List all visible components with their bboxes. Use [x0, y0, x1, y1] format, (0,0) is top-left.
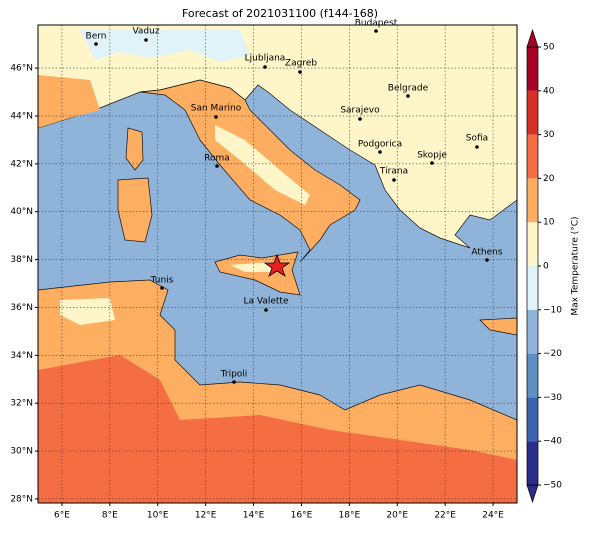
city-label: Budapest — [355, 19, 398, 29]
x-tick-label: 24°E — [482, 511, 504, 521]
y-tick-label: 36°N — [10, 303, 33, 313]
colorbar-tick-label: −10 — [543, 305, 562, 315]
x-tick-label: 22°E — [434, 511, 456, 521]
y-tick-label: 46°N — [10, 64, 33, 74]
city-label: Belgrade — [388, 84, 429, 94]
y-tick-label: 42°N — [10, 159, 33, 169]
city-dot — [358, 117, 362, 121]
colorbar-bin — [527, 222, 538, 266]
x-tick-label: 20°E — [386, 511, 408, 521]
y-tick-label: 32°N — [10, 399, 33, 409]
city-dot — [160, 286, 164, 290]
colorbar-bin — [527, 266, 538, 310]
city-dot — [264, 308, 268, 312]
city-label: San Marino — [191, 104, 242, 114]
colorbar-bin — [527, 353, 538, 398]
x-tick-label: 16°E — [291, 511, 313, 521]
y-tick-label: 40°N — [10, 207, 33, 217]
y-tick-label: 38°N — [10, 255, 33, 265]
colorbar-extend-min — [526, 484, 539, 504]
colorbar-bin — [527, 441, 538, 485]
event-star — [263, 253, 291, 277]
colorbar-tick-label: −50 — [543, 481, 562, 491]
city-label: Sofia — [466, 134, 488, 144]
y-tick-label: 34°N — [10, 351, 33, 361]
colorbar-bin — [527, 47, 538, 91]
colorbar-tick-label: 0 — [543, 262, 549, 272]
corsica — [125, 127, 144, 171]
city-dot — [144, 38, 148, 42]
city-label: Tripoli — [220, 370, 248, 380]
city-dot — [378, 150, 382, 154]
city-dot — [392, 178, 396, 182]
city-label: Bern — [86, 32, 107, 42]
colorbar-tick-label: 10 — [543, 218, 555, 228]
city-label: Zagreb — [285, 59, 317, 69]
city-dot — [485, 258, 489, 262]
colorbar-extend-max — [526, 28, 539, 48]
colorbar-bin — [527, 90, 538, 135]
colorbar-tick-label: 30 — [543, 130, 555, 140]
sardinia — [117, 177, 153, 243]
colorbar-bin — [527, 178, 538, 223]
colorbar-tick-label: −40 — [543, 437, 562, 447]
colorbar-bin — [527, 134, 538, 179]
africa-cool — [60, 298, 115, 325]
colorbar-tick-label: −30 — [543, 393, 562, 403]
city-label: Tirana — [379, 167, 408, 177]
x-tick-label: 12°E — [195, 511, 217, 521]
colorbar-label: Max Temperature (°C) — [571, 216, 581, 315]
colorbar-tick-label: −20 — [543, 349, 562, 359]
city-dot — [298, 70, 302, 74]
apennines — [215, 125, 310, 205]
colorbar-tick-label: 20 — [543, 174, 555, 184]
city-label: La Valette — [244, 297, 289, 307]
city-label: Athens — [471, 248, 502, 258]
sicily-hills — [230, 262, 275, 272]
colorbar-bin — [527, 309, 538, 354]
city-dot — [406, 94, 410, 98]
graticule — [38, 25, 517, 503]
city-dot — [475, 145, 479, 149]
coast-warm — [38, 75, 100, 128]
city-label: Tunis — [150, 276, 174, 286]
italy — [139, 79, 361, 263]
colorbar-bin — [527, 397, 538, 442]
title: Forecast of 2021031100 (f144-168) — [182, 7, 378, 20]
turkey-crete — [479, 317, 517, 336]
city-dot — [214, 115, 218, 119]
city-label: Sarajevo — [340, 106, 380, 116]
x-tick-label: 10°E — [147, 511, 169, 521]
europe-land — [38, 25, 517, 249]
city-dot — [430, 161, 434, 165]
city-dot — [215, 164, 219, 168]
alps-cold — [80, 30, 250, 62]
city-dot — [263, 65, 267, 69]
frame — [37, 24, 518, 504]
city-label: Roma — [204, 154, 230, 164]
city-dot — [232, 380, 236, 384]
city-dot — [94, 42, 98, 46]
cities: Bern Vaduz Budapest Ljubljana Zagreb Bel… — [86, 19, 503, 384]
y-tick-label: 30°N — [10, 447, 33, 457]
y-tick-label: 44°N — [10, 111, 33, 121]
city-label: Podgorica — [358, 140, 402, 150]
colorbar-tick-label: 40 — [543, 86, 555, 96]
city-label: Skopje — [417, 151, 447, 161]
x-tick-label: 6°E — [54, 511, 70, 521]
x-tick-label: 8°E — [102, 511, 118, 521]
y-tick-label: 28°N — [10, 494, 33, 504]
city-dot — [374, 29, 378, 33]
city-label: Ljubljana — [245, 54, 286, 64]
colorbar-tick-label: 50 — [543, 43, 555, 53]
x-tick-label: 18°E — [339, 511, 361, 521]
city-label: Vaduz — [132, 27, 159, 37]
x-tick-label: 14°E — [243, 511, 265, 521]
